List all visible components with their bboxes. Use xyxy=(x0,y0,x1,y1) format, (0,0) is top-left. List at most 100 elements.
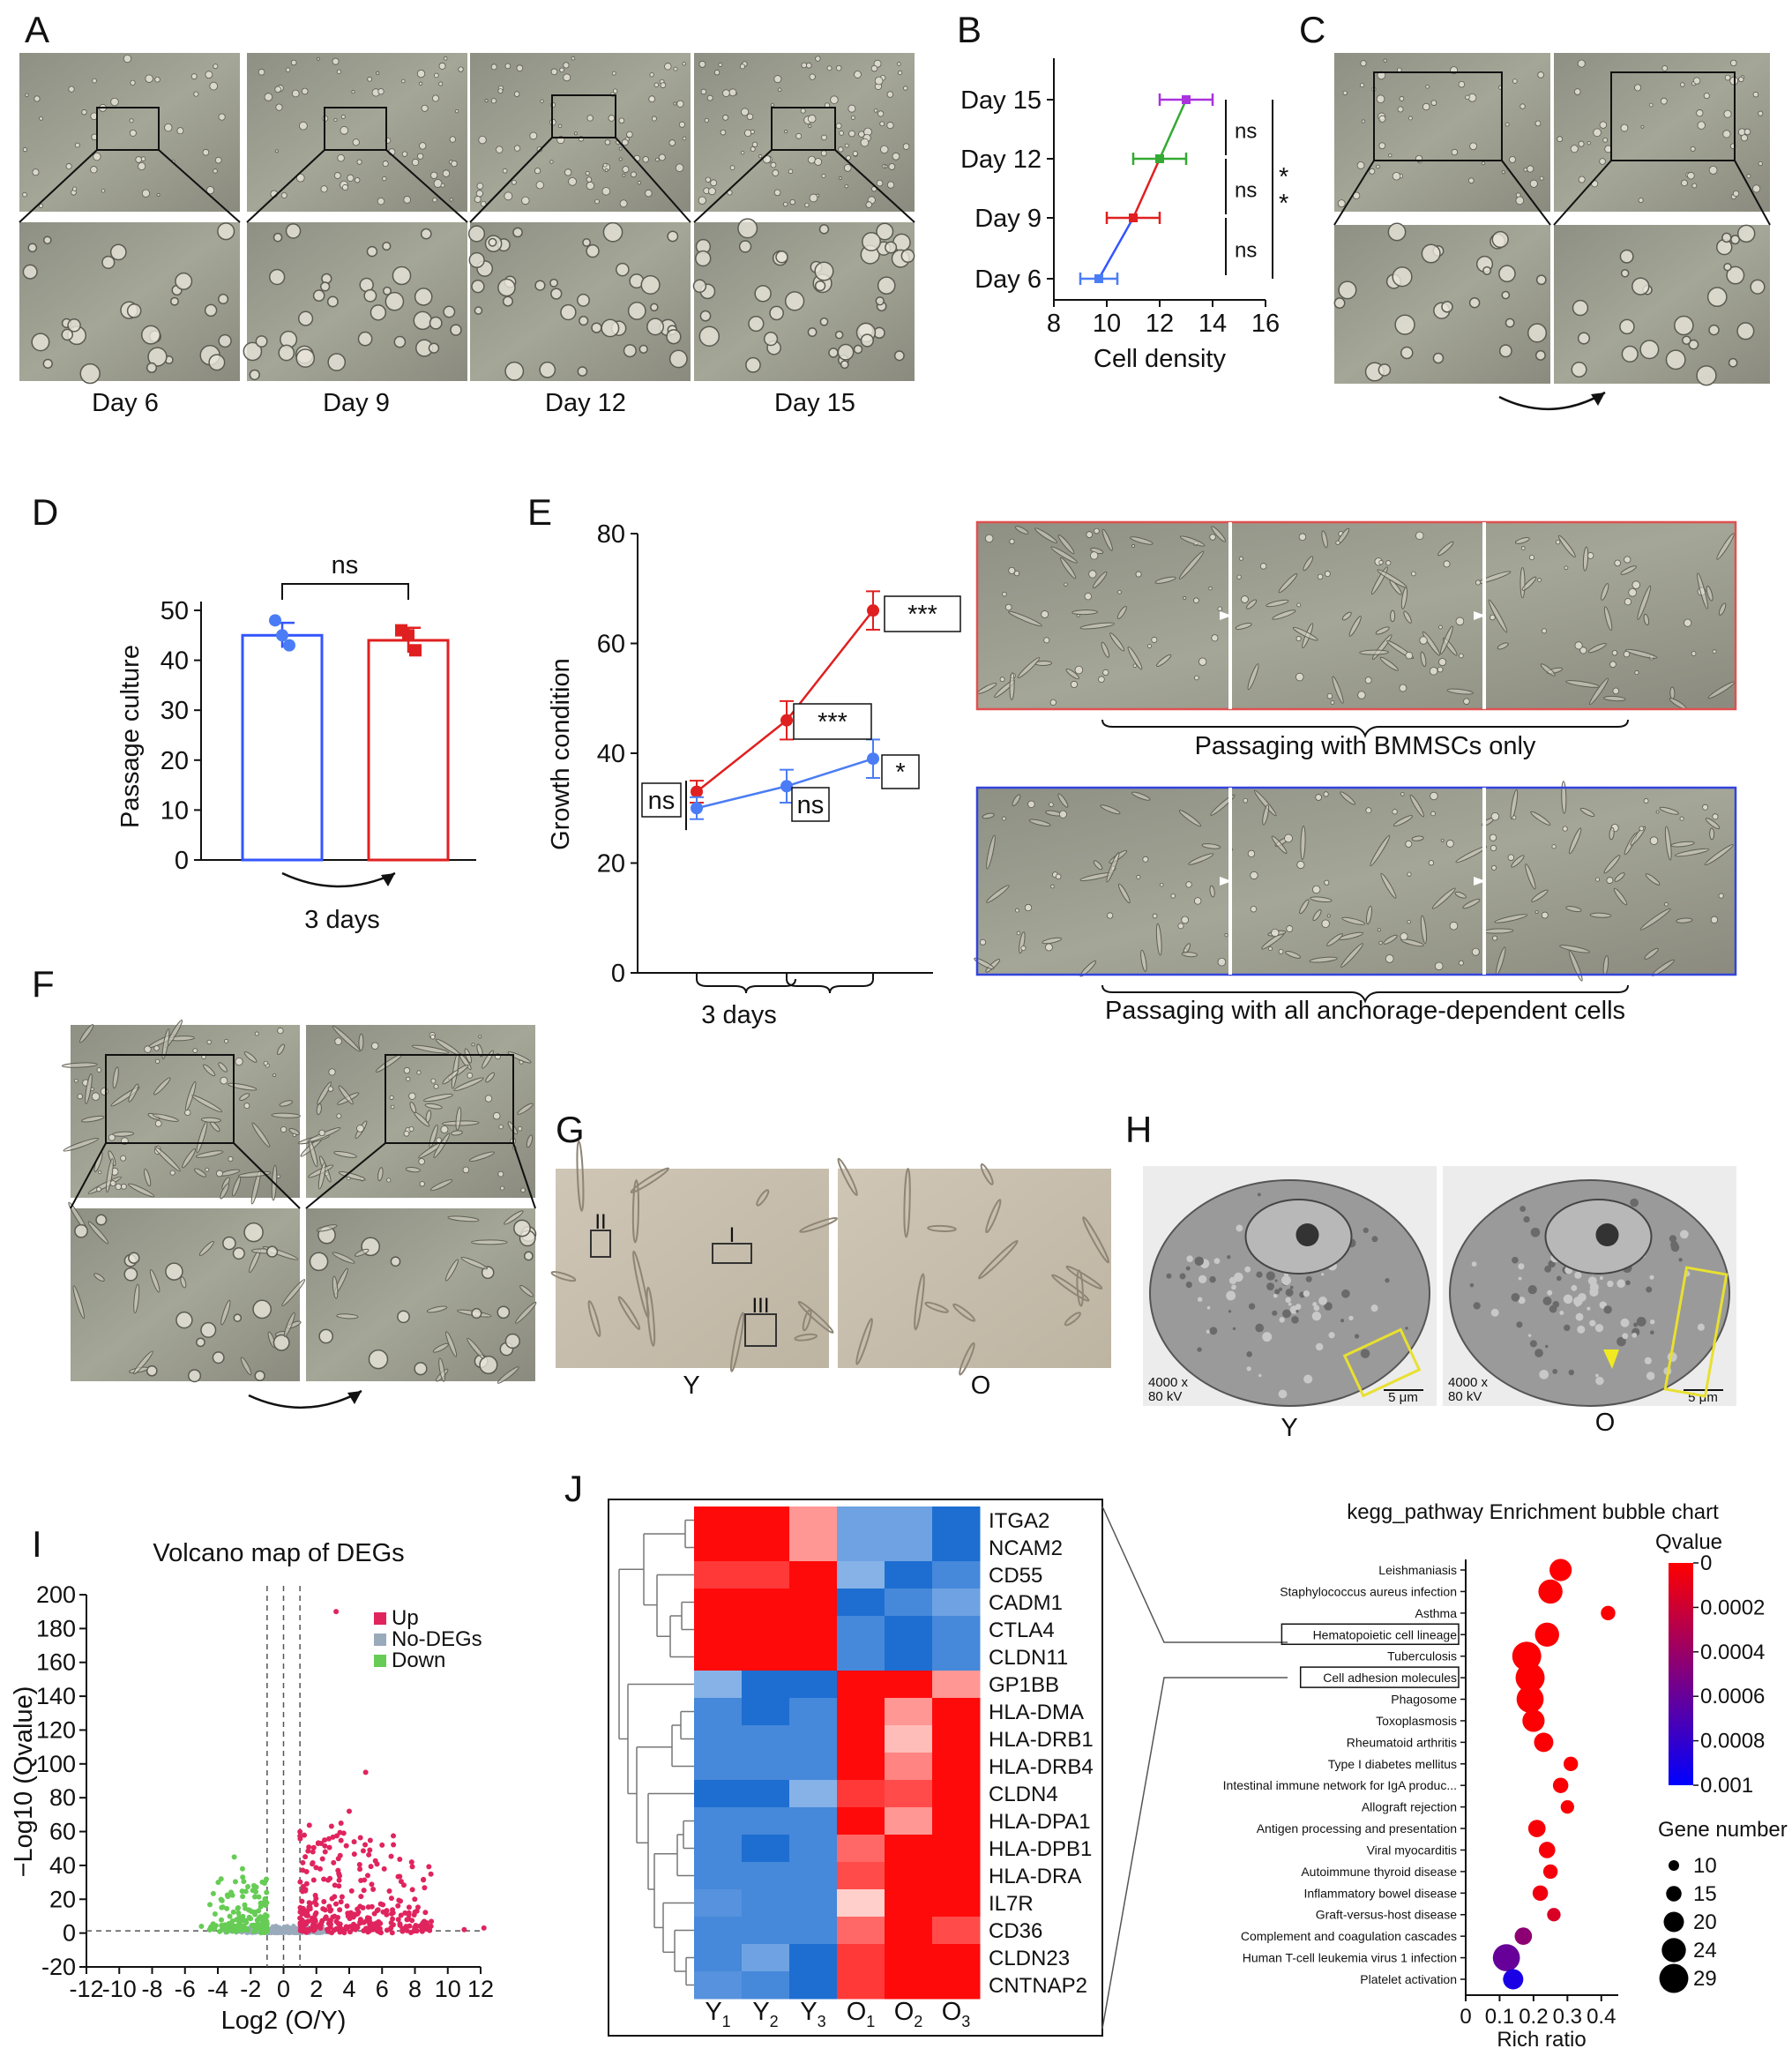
heatmap-cell xyxy=(742,1780,790,1808)
point-up xyxy=(347,1808,352,1814)
cell xyxy=(1645,873,1661,886)
cell xyxy=(1378,115,1386,123)
point-up xyxy=(412,1896,418,1903)
cell xyxy=(440,183,445,188)
cell xyxy=(1117,883,1131,904)
heatmap-cell xyxy=(885,1753,933,1781)
cell xyxy=(1710,916,1719,923)
cell xyxy=(739,64,746,70)
cell xyxy=(1697,572,1708,609)
point-up xyxy=(322,1837,328,1843)
organelle xyxy=(1274,1289,1281,1295)
cell xyxy=(876,222,894,241)
cell xyxy=(618,157,623,161)
x-axis-label: 3 days xyxy=(304,906,379,934)
organelle xyxy=(1516,1321,1523,1328)
cell xyxy=(1491,864,1497,871)
cell xyxy=(576,1140,585,1212)
cell xyxy=(1660,97,1668,105)
cell xyxy=(22,264,38,280)
organelle xyxy=(1534,1349,1543,1357)
cell xyxy=(1300,825,1306,860)
cell xyxy=(200,1117,221,1123)
cell xyxy=(1375,626,1390,635)
term-label: Type I diabetes mellitus xyxy=(1328,1757,1457,1771)
size-legend-label: 20 xyxy=(1693,1910,1717,1934)
cell xyxy=(254,1031,259,1036)
cell xyxy=(327,353,347,371)
row-label: GP1BB xyxy=(989,1673,1059,1697)
x-tick-label: 4 xyxy=(342,1976,355,2002)
point-up xyxy=(327,1923,333,1929)
cell xyxy=(371,1042,379,1050)
cell xyxy=(1482,265,1492,275)
cell xyxy=(534,168,541,175)
legend-swatch xyxy=(374,1634,386,1646)
size-legend-label: 29 xyxy=(1693,1967,1717,1991)
zoom-line xyxy=(834,149,915,223)
cell xyxy=(377,1167,384,1182)
cell xyxy=(425,1110,432,1123)
cell xyxy=(1392,172,1401,181)
cell xyxy=(631,171,637,178)
cell xyxy=(1065,668,1079,680)
cell xyxy=(808,155,816,164)
heatmap-cell xyxy=(694,1780,743,1808)
organelle xyxy=(1552,1369,1558,1374)
cell xyxy=(898,70,903,76)
cell xyxy=(758,154,763,159)
bubble xyxy=(1538,1842,1556,1858)
cell xyxy=(237,1170,272,1178)
heatmap-cell xyxy=(932,1643,981,1671)
cell xyxy=(1014,526,1029,535)
cell xyxy=(1102,669,1109,676)
cell xyxy=(1542,628,1548,634)
cell xyxy=(409,1101,417,1114)
point-up xyxy=(337,1907,343,1913)
cell xyxy=(698,60,706,68)
cell xyxy=(233,1313,243,1322)
cell xyxy=(1639,826,1645,832)
point-up xyxy=(322,1849,328,1855)
cell xyxy=(844,143,849,148)
cell xyxy=(1527,165,1534,173)
cell xyxy=(357,331,373,347)
point-down xyxy=(229,1918,235,1924)
cell xyxy=(1181,916,1190,924)
cell xyxy=(626,131,633,138)
cell xyxy=(1512,815,1517,820)
row-label: HLA-DRA xyxy=(989,1865,1081,1888)
cell xyxy=(807,114,817,123)
cell xyxy=(1400,587,1408,609)
cell xyxy=(1201,843,1221,849)
point-up xyxy=(335,1856,341,1862)
cell xyxy=(985,1199,1002,1234)
cell xyxy=(1537,578,1542,583)
cell xyxy=(769,305,784,321)
size-legend-dot xyxy=(1669,1860,1679,1871)
cell xyxy=(485,1072,496,1083)
cell xyxy=(385,291,405,311)
cell xyxy=(1565,680,1600,688)
cell xyxy=(90,166,98,174)
panel-label-f: F xyxy=(32,963,55,1005)
cell xyxy=(476,183,484,190)
cell xyxy=(194,1168,207,1178)
cell xyxy=(1298,533,1307,542)
organelle xyxy=(1471,1261,1477,1267)
cell xyxy=(1599,121,1608,129)
zoom-line xyxy=(512,1142,536,1209)
cell xyxy=(153,1113,179,1122)
cell xyxy=(1383,58,1387,63)
cell xyxy=(535,181,544,190)
point-up xyxy=(402,1910,408,1916)
connector xyxy=(1101,1677,1288,2030)
cell xyxy=(649,72,654,78)
row-label: CNTNAP2 xyxy=(989,1974,1087,1998)
cell xyxy=(504,1333,520,1349)
cell xyxy=(34,95,41,102)
bubble xyxy=(1552,1777,1569,1793)
cell xyxy=(1211,634,1219,642)
cell xyxy=(1669,686,1676,700)
